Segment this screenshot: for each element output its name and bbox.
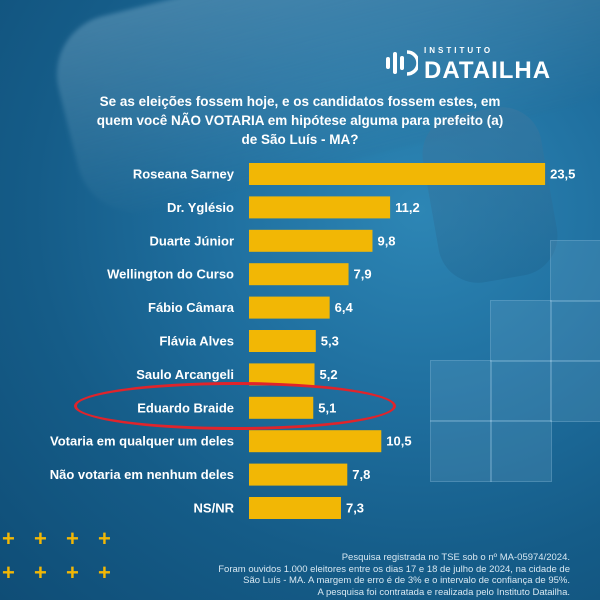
background-block	[550, 240, 600, 302]
plus-decoration-icon: +	[66, 560, 79, 585]
value-label: 7,8	[352, 467, 370, 482]
chart-question-title: Se as eleições fossem hoje, e os candida…	[60, 92, 540, 149]
background-block	[490, 300, 552, 362]
footnote-line: A pesquisa foi contratada e realizada pe…	[317, 586, 570, 598]
value-label: 5,3	[321, 334, 339, 349]
value-label: 11,2	[395, 200, 420, 215]
bar	[249, 463, 348, 486]
bar	[249, 263, 349, 286]
background-block	[430, 420, 492, 482]
question-line: Se as eleições fossem hoje, e os candida…	[99, 94, 501, 109]
category-label: Não votaria em nenhum deles	[50, 467, 234, 482]
logo-institute-text: INSTITUTO	[424, 46, 494, 55]
question-line: de São Luís - MA?	[241, 132, 359, 147]
category-label: Dr. Yglésio	[167, 200, 234, 215]
category-label: Fábio Câmara	[148, 300, 235, 315]
plus-decoration-icon: +	[2, 560, 15, 585]
background-block	[490, 420, 552, 482]
value-label: 23,5	[550, 167, 575, 182]
footnote-line: São Luís - MA. A margem de erro é de 3% …	[243, 575, 570, 586]
category-label: NS/NR	[194, 501, 235, 516]
bar	[249, 330, 316, 352]
logo-name-text: DATAILHA	[424, 57, 552, 84]
highlight-ellipse	[74, 382, 396, 430]
category-label: Roseana Sarney	[133, 167, 235, 182]
bar	[249, 497, 341, 519]
logo-mark-icon	[386, 50, 418, 76]
bar	[249, 296, 330, 319]
bar	[249, 163, 546, 185]
bar	[249, 430, 382, 453]
background-block	[550, 300, 600, 362]
category-label: Votaria em qualquer um deles	[50, 434, 234, 449]
plus-decoration-icon: +	[98, 526, 111, 551]
plus-decoration-icon: +	[66, 526, 79, 551]
footnote-line: Foram ouvidos 1.000 eleitores entre os d…	[218, 563, 570, 575]
category-label: Duarte Júnior	[149, 233, 234, 248]
category-label: Flávia Alves	[159, 334, 234, 349]
footnote-line: Pesquisa registrada no TSE sob o nº MA-0…	[341, 552, 570, 563]
value-label: 6,4	[335, 300, 354, 315]
plus-decoration-icon: +	[34, 560, 47, 585]
plus-decoration-icon: +	[34, 526, 47, 551]
category-label: Wellington do Curso	[107, 267, 234, 282]
background-block	[430, 360, 492, 422]
survey-footnote: Pesquisa registrada no TSE sob o nº MA-0…	[130, 552, 570, 598]
background-block	[550, 360, 600, 422]
value-label: 5,2	[320, 367, 338, 382]
category-label: Saulo Arcangeli	[136, 367, 234, 382]
datailha-logo: INSTITUTO DATAILHA	[384, 42, 574, 86]
plus-decoration-icon: +	[98, 560, 111, 585]
value-label: 7,3	[346, 501, 364, 516]
question-line: quem você NÃO VOTARIA em hipótese alguma…	[96, 113, 504, 128]
bar	[249, 229, 373, 252]
value-label: 7,9	[354, 267, 372, 282]
value-label: 9,8	[377, 233, 395, 248]
background-block	[490, 360, 552, 422]
bar	[249, 363, 315, 386]
plus-decoration-icon: +	[2, 526, 15, 551]
bar	[249, 196, 391, 219]
value-label: 10,5	[386, 434, 411, 449]
